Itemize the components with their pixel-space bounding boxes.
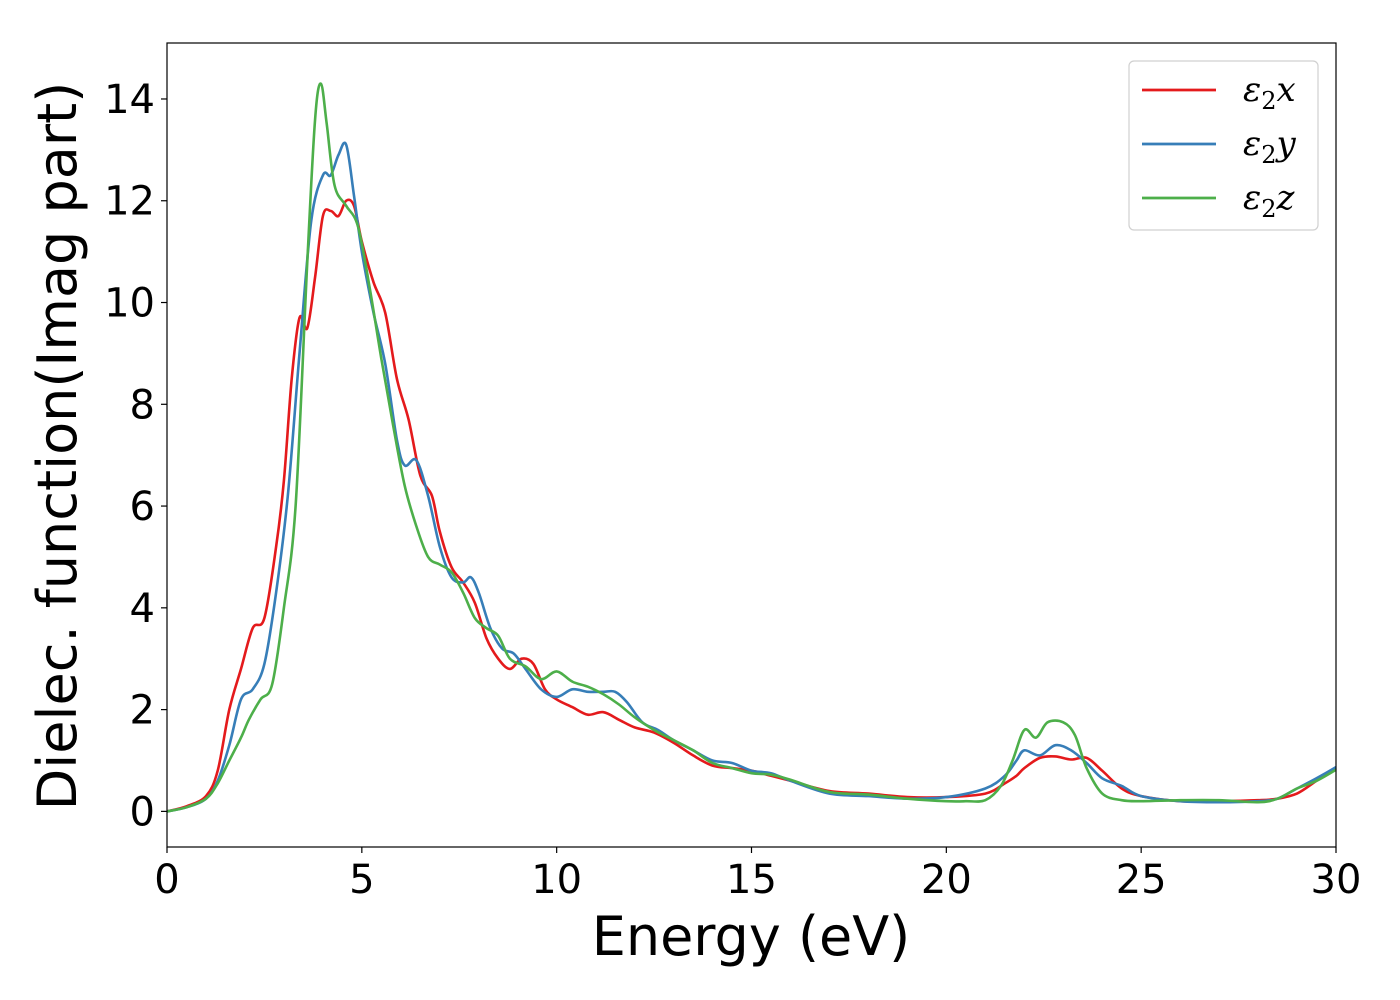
legend-label-y: ε2y (1243, 124, 1297, 169)
y-tick-label: 2 (130, 688, 155, 734)
x-tick-label: 0 (154, 857, 179, 903)
y-tick-label: 12 (104, 179, 155, 225)
x-tick-label: 15 (726, 857, 777, 903)
y-tick-label: 0 (130, 789, 155, 835)
x-axis: 0 5 10 15 20 25 30 (154, 847, 1361, 903)
legend-label-z: ε2z (1243, 178, 1296, 223)
x-tick-label: 25 (1116, 857, 1167, 903)
x-tick-label: 20 (921, 857, 972, 903)
x-tick-label: 5 (349, 857, 374, 903)
x-tick-label: 10 (531, 857, 582, 903)
series-line-z (166, 82, 1337, 813)
y-tick-label: 6 (130, 484, 155, 530)
y-tick-label: 14 (104, 77, 155, 123)
y-tick-label: 4 (130, 586, 155, 632)
x-tick-label: 30 (1311, 857, 1362, 903)
y-axis: 0 2 4 6 8 10 12 14 (104, 77, 167, 835)
legend-box (1128, 60, 1319, 231)
y-tick-label: 8 (130, 382, 155, 428)
y-axis-title: Dielec. function(Imag part) (26, 82, 89, 811)
legend: ε2x ε2y ε2z (1128, 60, 1319, 231)
y-tick-label: 10 (104, 281, 155, 327)
series-layer (166, 82, 1337, 813)
x-axis-title: Energy (eV) (592, 905, 911, 968)
legend-label-x: ε2x (1243, 70, 1296, 115)
